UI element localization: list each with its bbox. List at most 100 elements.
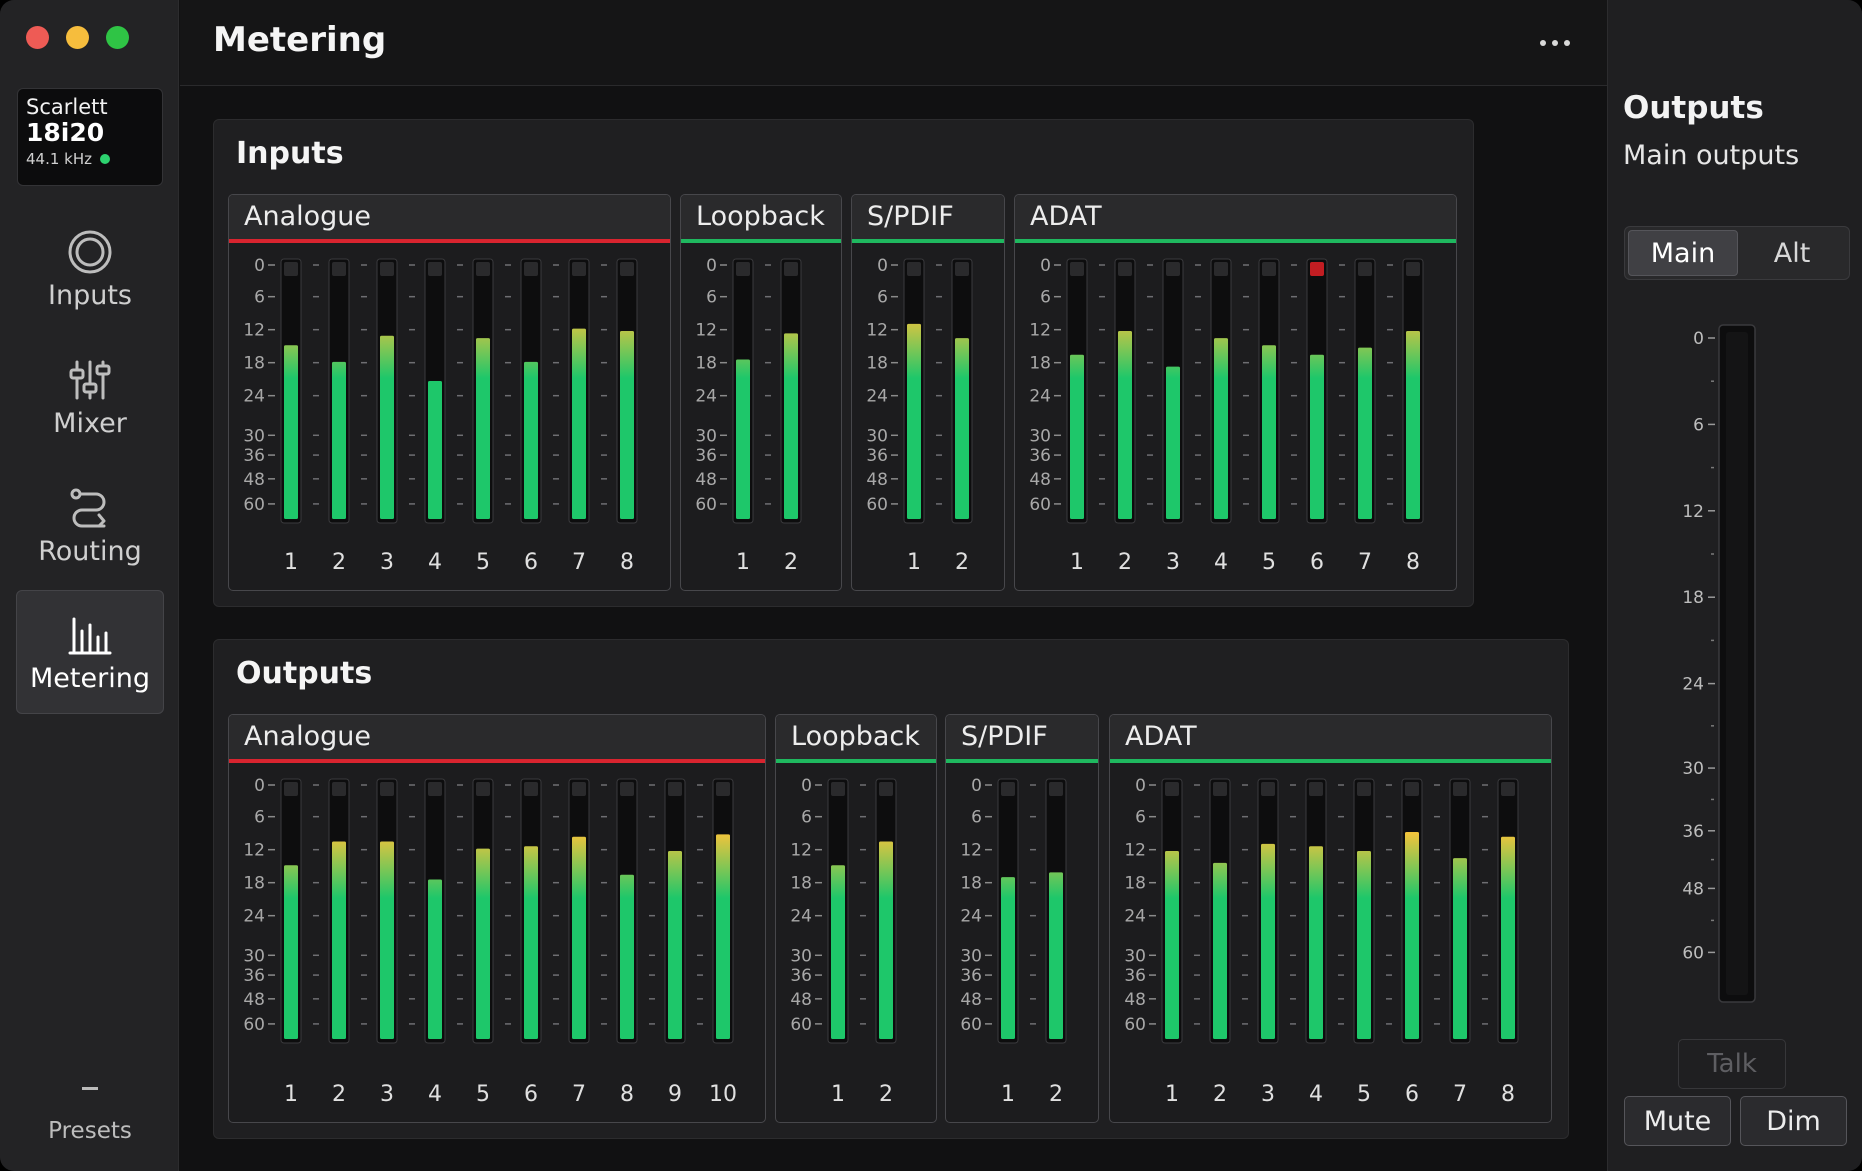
scale-tick-label: 48 [243,470,265,490]
meter-level-bar [572,836,586,1039]
clip-indicator [1357,782,1371,796]
window-minimize-button[interactable] [66,26,89,49]
clip-indicator [572,782,586,796]
scale-tick-label: 12 [1682,502,1704,522]
meter-level-bar [736,359,750,519]
scale-tick-label: 30 [790,946,812,966]
sidebar-item-inputs[interactable]: Inputs [16,208,164,332]
right-panel-title: Outputs [1623,90,1764,126]
scale-tick-label: 24 [866,387,888,407]
scale-tick-label: 30 [960,946,982,966]
scale-tick-label: 24 [1124,907,1146,927]
scale-tick-label: 6 [254,288,265,308]
meter-level-bar [1310,354,1324,519]
meter-level-bar [879,841,893,1039]
meter-group-title: Analogue [244,201,372,232]
presets-button[interactable]: Presets [16,1075,164,1155]
clip-indicator [1118,262,1132,276]
window-close-button[interactable] [26,26,49,49]
more-options-button[interactable] [1530,26,1580,60]
talk-button[interactable]: Talk [1678,1039,1786,1089]
meter-level-bar [428,380,442,519]
meter-group-spdif-inputs: S/PDIF 0 6 12 18 24 30 36 48 60 1 2 [851,194,1005,591]
meter-group-title: Analogue [244,721,372,752]
meter-group-accent-line [229,759,765,763]
sidebar-item-label: Routing [38,536,142,567]
meter-group-analogue-inputs: Analogue 0 6 12 18 24 30 36 48 60 1 2 3 4 5 6 7 8 [228,194,671,591]
meter-group-header: S/PDIF [852,195,1004,243]
scale-tick-label: 6 [801,808,812,828]
channel-number-label: 5 [476,550,490,575]
inputs-section: Inputs Analogue 0 6 12 18 24 30 36 48 60 1 2 3 4 5 6 7 8 … [213,119,1474,607]
scale-tick-label: 0 [971,776,982,796]
tab-main[interactable]: Main [1628,230,1738,276]
channel-number-label: 3 [1261,1082,1275,1107]
sidebar-item-label: Mixer [53,408,127,439]
clip-indicator [1453,782,1467,796]
channel-number-label: 3 [1166,550,1180,575]
clip-indicator [1166,262,1180,276]
meter-level-bar [907,323,921,519]
meter-group-adat-inputs: ADAT 0 6 12 18 24 30 36 48 60 1 2 3 4 5 6 7 8 [1014,194,1457,591]
mute-button[interactable]: Mute [1624,1096,1731,1146]
meter-group-adat-outputs: ADAT 0 6 12 18 24 30 36 48 60 1 2 3 4 5 6 7 8 [1109,714,1552,1123]
scale-tick-label: 48 [1124,990,1146,1010]
scale-tick-label: 36 [960,966,982,986]
sidebar-item-metering[interactable]: Metering [16,590,164,714]
window-maximize-button[interactable] [106,26,129,49]
meter-level-bar [1405,831,1419,1039]
meter-group-analogue-outputs: Analogue 0 6 12 18 24 30 36 48 60 1 2 3 4 5 6 7 8 9 10 [228,714,766,1123]
meter-level-bar [524,846,538,1039]
sidebar-item-routing[interactable]: Routing [16,464,164,588]
scale-tick-label: 24 [1682,675,1704,695]
device-card[interactable]: Scarlett 18i20 44.1 kHz [17,88,163,186]
routing-icon [70,488,106,528]
main-area: Metering Inputs Analogue 0 6 12 18 24 30 36 48 60… [180,0,1607,1171]
channel-number-label: 2 [1118,550,1132,575]
meter-group-accent-line [776,759,936,763]
scale-tick-label: 24 [243,907,265,927]
mixer-sliders-icon [69,360,111,400]
clip-indicator [332,262,346,276]
meter-group-accent-line [1110,759,1551,763]
scale-tick-label: 48 [1029,470,1051,490]
meter-group-accent-line [946,759,1098,763]
presets-label: Presets [48,1118,132,1144]
clip-indicator [284,782,298,796]
channel-number-label: 7 [1453,1082,1467,1107]
meter-group-header: Loopback [681,195,841,243]
tab-alt[interactable]: Alt [1773,237,1811,269]
scale-tick-label: 60 [1682,943,1704,963]
channel-number-label: 2 [1049,1082,1063,1107]
scale-tick-label: 48 [960,990,982,1010]
scale-tick-label: 30 [1682,759,1704,779]
channel-number-label: 4 [1214,550,1228,575]
dot-icon [1552,40,1558,46]
sidebar: Scarlett 18i20 44.1 kHz Inputs [0,0,179,1171]
scale-tick-label: 0 [877,256,888,276]
meter-level-bar [1262,345,1276,519]
sidebar-item-mixer[interactable]: Mixer [16,336,164,460]
presets-dash-icon [82,1087,98,1090]
meter-level-bar [1406,330,1420,519]
clip-indicator [524,262,538,276]
meter-level-bar [1501,836,1515,1039]
scale-tick-label: 18 [960,874,982,894]
scale-tick-label: 12 [790,841,812,861]
page-title: Metering [213,20,387,60]
scale-tick-label: 30 [243,426,265,446]
meter-level-bar [1118,330,1132,519]
dim-button[interactable]: Dim [1740,1096,1847,1146]
channel-number-label: 5 [1357,1082,1371,1107]
scale-tick-label: 30 [243,946,265,966]
scale-tick-label: 0 [1040,256,1051,276]
meter-group-header: ADAT [1110,715,1551,763]
scale-tick-label: 12 [1029,321,1051,341]
scale-tick-label: 30 [1124,946,1146,966]
clip-indicator [380,782,394,796]
meter-level-bar [1049,872,1063,1039]
meter-level-bar [668,850,682,1039]
clip-indicator [572,262,586,276]
scale-tick-label: 0 [254,256,265,276]
